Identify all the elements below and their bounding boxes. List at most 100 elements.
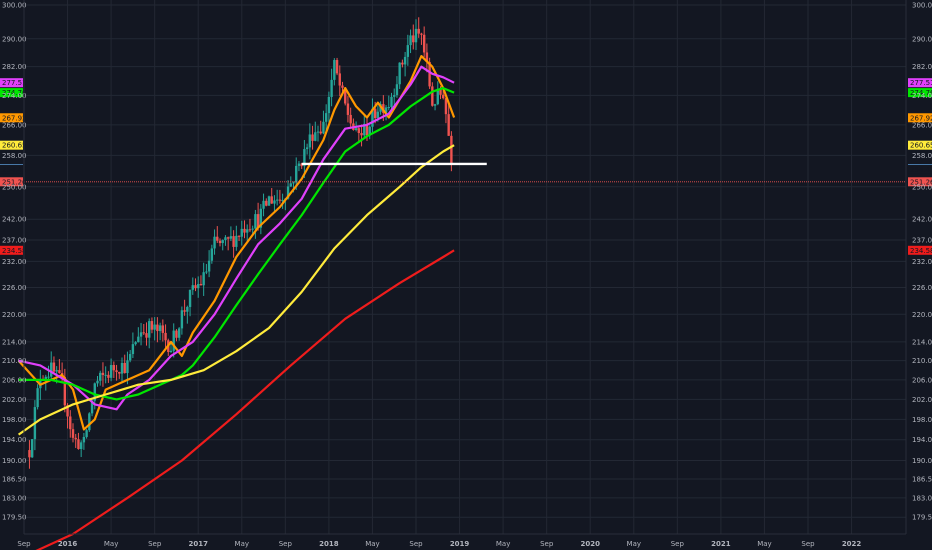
y-tick-label-right: 300.00 [912,1,932,9]
y-tick-label-left: 282.00 [2,63,27,71]
candle-body [324,113,328,122]
candle-body [218,240,222,244]
y-tick-label-left: 220.00 [2,311,27,319]
candle-body [273,200,276,204]
y-tick-label-left: 202.00 [2,396,27,404]
x-tick-label: May [627,540,641,548]
candle-body [265,200,268,206]
price-badge-left [0,113,23,123]
candle-body [431,86,434,106]
price-badge-label-right: 274.76 [910,89,932,97]
candle-body [52,362,56,372]
candle-body [450,135,453,164]
x-tick-label: May [365,540,379,548]
candle-body [28,450,31,458]
candle-body [161,325,165,333]
y-tick-label-left: 214.00 [2,338,27,346]
moving-averages [17,54,456,550]
candle-body [240,228,243,237]
y-tick-label-left: 258.00 [2,152,27,160]
x-tick-label: 2021 [711,540,731,548]
price-badge-label-right: 251.26 [910,178,932,186]
y-tick-label-left: 190.00 [2,457,27,465]
x-tick-label: 2019 [450,540,470,548]
candle-body [401,62,404,65]
price-badge-left [0,140,23,150]
candle-body [341,85,344,88]
moving-average-line [18,86,455,401]
x-tick-label: Sep [148,540,162,548]
candle-body [205,271,208,273]
candle-body [278,199,282,201]
x-tick-label: 2020 [580,540,600,548]
candle-body [207,260,211,272]
candle-body [183,310,186,312]
candle-body [137,336,140,343]
price-badge-label-left: 267.92 [2,114,27,122]
y-tick-label-right: 242.00 [912,216,932,224]
y-tick-label-right: 266.00 [912,121,932,129]
y-tick-label-left: 206.00 [2,376,27,384]
price-badge-left [0,78,23,88]
candle-body [297,163,301,166]
y-tick-label-right: 179.50 [912,514,932,522]
candle-body [115,370,118,372]
candle-body [232,236,235,247]
price-badge-right [908,113,932,123]
y-tick-label-right: 282.00 [912,63,932,71]
candle-body [444,98,448,115]
y-tick-label-right: 274.00 [912,92,932,100]
candle-body [104,374,107,376]
y-tick-label-left: 183.00 [2,494,27,502]
candle-body [303,149,306,167]
price-badge-right [908,88,932,98]
candle-body [390,96,393,108]
x-tick-label: Sep [671,540,685,548]
candle-body [433,104,437,106]
candle-body [428,62,431,87]
candle-body [363,123,366,136]
candle-body [99,372,102,381]
y-tick-label-left: 242.00 [2,216,27,224]
candle-body [131,344,135,355]
candle-body [335,60,339,74]
candle-body [186,306,189,312]
x-tick-label: May [235,540,249,548]
y-tick-label-left: 194.00 [2,436,27,444]
candle-body [267,196,271,206]
x-tick-label: Sep [540,540,554,548]
y-tick-label-right: 258.00 [912,152,932,160]
price-badge-label-left: 277.51 [2,79,27,87]
candle-body [126,360,129,374]
candle-body [180,310,184,329]
candle-body [85,430,88,437]
candle-body [368,126,371,136]
x-tick-label: May [757,540,771,548]
y-tick-label-left: 300.00 [2,1,27,9]
candle-body [338,73,341,86]
candle-body [66,405,69,417]
y-tick-label-left: 237.00 [2,237,27,245]
price-badge-left [0,88,23,98]
y-tick-label-right: 194.00 [912,436,932,444]
candle-body [439,88,442,95]
candle-body [365,123,369,136]
candle-body [357,128,361,134]
candle-body [30,439,34,458]
candle-body [96,380,99,384]
x-tick-label: Sep [279,540,293,548]
candle-body [349,114,352,124]
y-tick-label-right: 206.00 [912,376,932,384]
price-badge-right [908,140,932,150]
price-badge-label-right: 277.51 [910,79,932,87]
y-tick-label-right: 183.00 [912,494,932,502]
candle-body [243,228,246,233]
candle-body [224,237,227,241]
candle-body [158,325,162,332]
y-tick-label-left: 290.00 [2,35,27,43]
candle-body [292,182,295,184]
candle-body [202,272,205,286]
